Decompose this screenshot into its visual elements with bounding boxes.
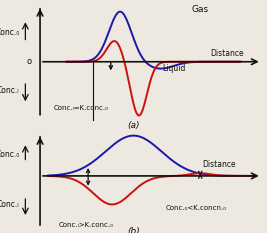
Text: Liquid: Liquid — [162, 64, 185, 73]
Text: (b): (b) — [127, 227, 140, 233]
Text: Gas: Gas — [192, 5, 209, 14]
Text: Conc.ₗ=K.conc.₀: Conc.ₗ=K.conc.₀ — [53, 105, 108, 111]
Text: Conc.₀<K.concn.₀: Conc.₀<K.concn.₀ — [166, 205, 226, 211]
Text: Conc.ₗ: Conc.ₗ — [0, 200, 19, 209]
Text: (a): (a) — [127, 121, 140, 130]
Text: Conc.ₗ>K.conc.₀: Conc.ₗ>K.conc.₀ — [59, 222, 114, 228]
Text: Conc.₀: Conc.₀ — [0, 150, 20, 159]
Text: Conc.₀: Conc.₀ — [0, 28, 20, 37]
Text: Distance: Distance — [202, 160, 236, 168]
Text: o: o — [27, 57, 32, 66]
Text: Conc.ₗ: Conc.ₗ — [0, 86, 19, 95]
Text: Distance: Distance — [210, 49, 244, 58]
